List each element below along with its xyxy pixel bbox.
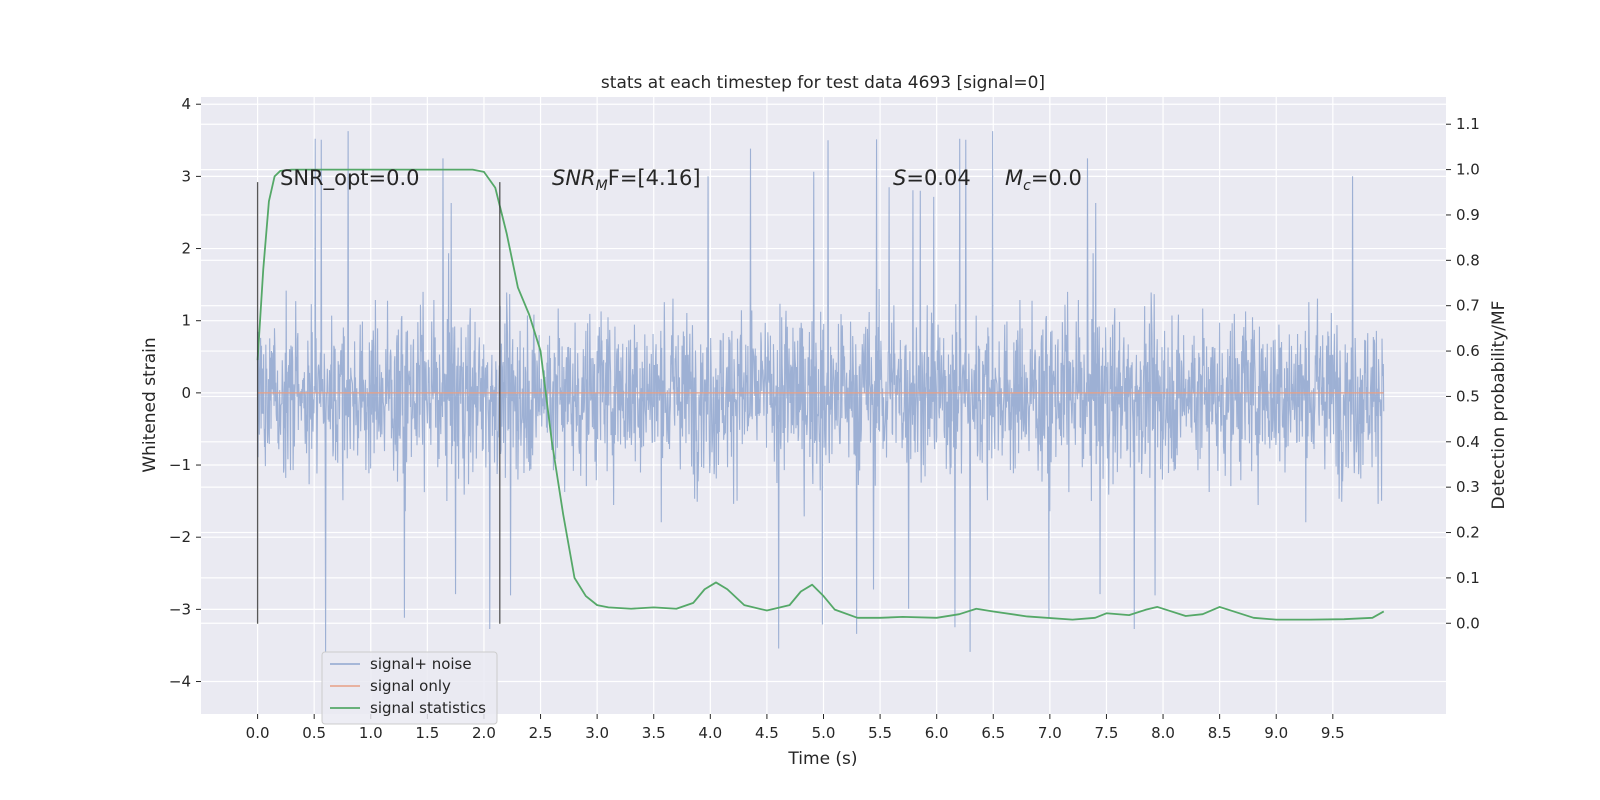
y-left-tick-label: 4 bbox=[181, 95, 191, 113]
annotation-snr-mf: SNRMF=[4.16] bbox=[552, 166, 701, 194]
y-right-tick-label: 1.0 bbox=[1456, 161, 1480, 179]
y-axis-label-left: Whitened strain bbox=[140, 337, 160, 472]
x-tick-label: 9.0 bbox=[1264, 724, 1288, 742]
y-right-tick-label: 0.5 bbox=[1456, 387, 1480, 405]
y-left-tick-label: 0 bbox=[181, 384, 191, 402]
y-left-tick-label: −4 bbox=[169, 673, 191, 691]
vertical-markers bbox=[256, 182, 501, 624]
x-tick-label: 8.5 bbox=[1208, 724, 1232, 742]
x-tick-label: 2.5 bbox=[529, 724, 553, 742]
signal-statistics-line bbox=[256, 168, 1385, 621]
y-right-tick-label: 0.1 bbox=[1456, 569, 1480, 587]
x-tick-label: 6.5 bbox=[981, 724, 1005, 742]
y-right-tick-label: 0.0 bbox=[1456, 614, 1480, 632]
y-right-tick-label: 0.6 bbox=[1456, 342, 1480, 360]
x-tick-label: 1.5 bbox=[415, 724, 439, 742]
x-tick-label: 8.0 bbox=[1151, 724, 1175, 742]
y-left-tick-label: 1 bbox=[181, 312, 191, 330]
y-right-tick-label: 0.3 bbox=[1456, 478, 1480, 496]
x-tick-label: 4.5 bbox=[755, 724, 779, 742]
y-axis-label-right: Detection probability/MF bbox=[1489, 301, 1509, 510]
x-tick-label: 1.0 bbox=[359, 724, 383, 742]
x-axis-label: Time (s) bbox=[787, 749, 857, 769]
x-tick-label: 4.0 bbox=[698, 724, 722, 742]
y-left-tick-label: 3 bbox=[181, 167, 191, 185]
y-left-tick-label: −2 bbox=[169, 528, 191, 546]
series-signal-noise bbox=[257, 131, 1385, 652]
x-tick-label: 9.5 bbox=[1321, 724, 1345, 742]
x-tick-label: 6.0 bbox=[925, 724, 949, 742]
x-tick-label: 7.0 bbox=[1038, 724, 1062, 742]
x-tick-label: 2.0 bbox=[472, 724, 496, 742]
chart-title: stats at each timestep for test data 469… bbox=[601, 73, 1045, 93]
legend-label-signal-noise: signal+ noise bbox=[370, 655, 472, 673]
annotation-mc: Mc=0.0 bbox=[1005, 166, 1082, 194]
legend: signal+ noise signal only signal statist… bbox=[321, 651, 498, 725]
annotation-s: S=0.04 bbox=[893, 166, 971, 190]
x-tick-label: 0.0 bbox=[246, 724, 270, 742]
legend-label-signal-statistics: signal statistics bbox=[370, 699, 486, 717]
annotation-snr-opt: SNR_opt=0.0 bbox=[280, 166, 420, 191]
y-right-tick-label: 0.2 bbox=[1456, 524, 1480, 542]
x-tick-label: 0.5 bbox=[302, 724, 326, 742]
y-right-tick-label: 0.4 bbox=[1456, 433, 1480, 451]
y-right-tick-label: 0.7 bbox=[1456, 297, 1480, 315]
x-tick-label: 5.5 bbox=[868, 724, 892, 742]
axes: 0.0 0.5 1.0 1.5 2.0 2.5 3.0 3.5 4.0 4.5 5.0 5.5 6.0 6… bbox=[169, 95, 1480, 742]
y-left-tick-label: −3 bbox=[169, 600, 191, 618]
lines bbox=[256, 168, 1385, 621]
x-tick-label: 3.0 bbox=[585, 724, 609, 742]
y-right-tick-label: 1.1 bbox=[1456, 115, 1480, 133]
y-right-tick-label: 0.9 bbox=[1456, 206, 1480, 224]
y-left-tick-label: −1 bbox=[169, 456, 191, 474]
legend-box bbox=[321, 651, 498, 725]
y-right-tick-label: 0.8 bbox=[1456, 251, 1480, 269]
legend-label-signal-only: signal only bbox=[370, 677, 451, 695]
signal-noise-line bbox=[257, 131, 1385, 652]
x-tick-label: 3.5 bbox=[642, 724, 666, 742]
y-left-tick-label: 2 bbox=[181, 240, 191, 258]
x-tick-label: 7.5 bbox=[1095, 724, 1119, 742]
x-tick-label: 5.0 bbox=[812, 724, 836, 742]
